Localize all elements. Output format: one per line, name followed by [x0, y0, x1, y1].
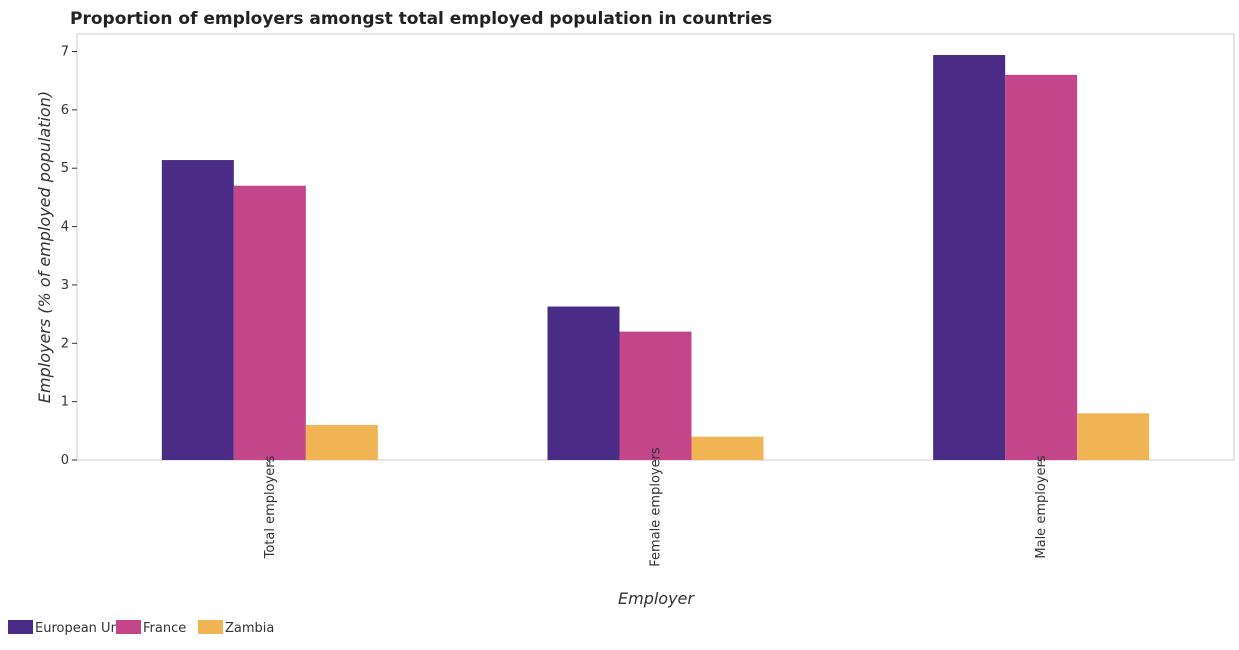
- legend-label: France: [143, 621, 186, 636]
- bar: [933, 55, 1006, 461]
- y-tick-label: 3: [61, 278, 69, 293]
- bar: [1077, 413, 1150, 460]
- bar: [547, 306, 620, 460]
- x-tick-label: Total employers: [263, 455, 278, 559]
- legend: European Union France Zambia: [8, 620, 274, 636]
- y-tick-label: 2: [61, 336, 69, 351]
- y-tick-label: 1: [61, 395, 69, 410]
- x-axis-title: Employer: [618, 589, 695, 608]
- legend-label: European Union: [35, 621, 139, 636]
- chart-title: Proportion of employers amongst total em…: [70, 9, 772, 29]
- bar: [233, 185, 306, 461]
- bar: [305, 424, 378, 460]
- y-tick-label: 7: [61, 45, 69, 60]
- bar: [691, 436, 764, 460]
- legend-swatch: [198, 620, 223, 634]
- y-tick-label: 4: [61, 220, 69, 235]
- y-axis: 0 1 2 3 4 5 6 7: [61, 45, 77, 468]
- x-axis: Total employers Female employers Male empl…: [263, 447, 1049, 567]
- y-tick-label: 5: [61, 161, 69, 176]
- y-axis-title: Employers (% of employed population): [35, 91, 54, 403]
- x-tick-label: Female employers: [649, 447, 664, 567]
- legend-swatch: [116, 620, 141, 634]
- legend-label: Zambia: [225, 621, 274, 636]
- y-tick-label: 0: [61, 453, 69, 468]
- bar: [1005, 74, 1078, 461]
- bar: [619, 331, 692, 460]
- y-tick-label: 6: [61, 103, 69, 118]
- bars: [161, 55, 1150, 461]
- bar: [161, 160, 234, 460]
- legend-swatch: [8, 620, 33, 634]
- x-tick-label: Male employers: [1034, 455, 1049, 558]
